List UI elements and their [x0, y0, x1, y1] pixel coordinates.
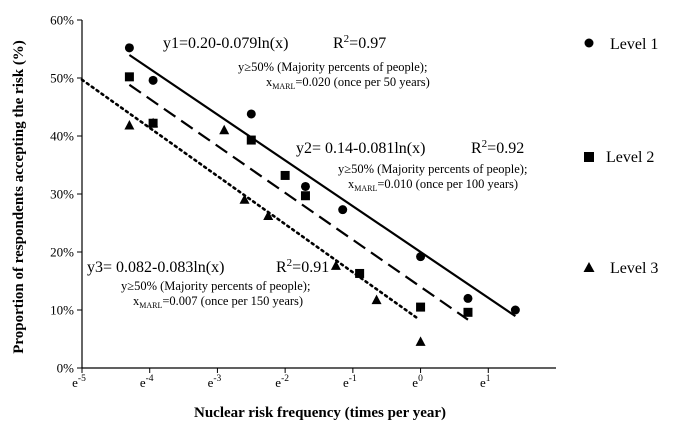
- annotation-level-3: y3= 0.082-0.083ln(x) R2=0.91 y≥50% (Majo…: [87, 257, 329, 310]
- r2-level-3: R2=0.91: [276, 257, 329, 276]
- y-tick-label: 30%: [50, 187, 74, 202]
- legend-marker-square: [584, 152, 594, 162]
- legend-label-level-1: Level 1: [610, 36, 658, 53]
- data-point-level-2: [280, 170, 290, 180]
- equation-level-2: y2= 0.14-0.081ln(x): [296, 140, 425, 157]
- x-tick-label: e-3: [208, 374, 222, 390]
- r2-level-1: R2=0.97: [333, 33, 386, 52]
- data-point-level-2: [416, 302, 426, 312]
- r2-level-2: R2=0.92: [471, 138, 524, 157]
- legend-item-level-1: Level 1: [584, 36, 658, 53]
- y-tick-label: 40%: [50, 129, 74, 144]
- x-tick-label: e0: [412, 374, 423, 390]
- note-level-1-majority: y≥50% (Majority percents of people);: [238, 60, 427, 74]
- y-axis-label: Proportion of respondents accepting the …: [11, 40, 27, 354]
- legend-item-level-2: Level 2: [584, 149, 654, 166]
- data-point-level-3: [330, 260, 341, 270]
- legend: Level 1 Level 2 Level 3: [583, 36, 658, 277]
- fit-line-level-3: [80, 78, 419, 320]
- data-point-level-3: [219, 124, 230, 135]
- data-point-level-3: [124, 120, 135, 130]
- data-point-level-2: [246, 135, 256, 145]
- y-ticks: 0% 10% 20% 30% 40% 50% 60%: [50, 13, 82, 376]
- note-level-3-marl: xMARL=0.007 (once per 150 years): [133, 294, 303, 310]
- note-level-2-majority: y≥50% (Majority percents of people);: [338, 162, 527, 176]
- y-tick-label: 10%: [50, 303, 74, 318]
- data-point-level-2: [300, 191, 310, 201]
- data-point-level-3: [371, 294, 382, 305]
- data-point-level-3: [415, 336, 426, 346]
- data-point-level-1: [463, 293, 473, 303]
- equation-level-1: y1=0.20-0.079ln(x): [163, 35, 288, 52]
- data-point-level-1: [148, 75, 158, 85]
- data-point-level-3: [148, 117, 159, 128]
- legend-label-level-2: Level 2: [606, 149, 654, 166]
- annotation-level-2: y2= 0.14-0.081ln(x) R2=0.92 y≥50% (Major…: [296, 138, 527, 193]
- note-level-2-marl: xMARL=0.010 (once per 100 years): [348, 177, 518, 193]
- fit-lines: [80, 54, 516, 321]
- note-level-3-majority: y≥50% (Majority percents of people);: [121, 279, 310, 293]
- data-point-level-2: [463, 307, 473, 317]
- x-tick-label: e-4: [140, 374, 154, 390]
- x-tick-label: e1: [480, 374, 491, 390]
- data-point-level-2: [355, 268, 365, 278]
- y-tick-label: 60%: [50, 13, 74, 28]
- annotation-level-1: y1=0.20-0.079ln(x) R2=0.97 y≥50% (Majori…: [163, 33, 430, 91]
- fit-line-level-2: [128, 83, 469, 321]
- data-point-level-1: [510, 305, 520, 315]
- note-level-1-marl: xMARL=0.020 (once per 50 years): [266, 75, 430, 91]
- data-point-level-1: [124, 43, 134, 53]
- x-tick-label: e-5: [72, 374, 86, 390]
- legend-item-level-3: Level 3: [583, 260, 658, 277]
- x-tick-label: e-1: [343, 374, 357, 390]
- x-ticks: e-5 e-4 e-3 e-2 e-1 e0 e1: [72, 368, 491, 390]
- y-tick-label: 50%: [50, 71, 74, 86]
- legend-marker-triangle: [583, 262, 595, 272]
- data-point-level-1: [300, 181, 310, 191]
- data-point-level-3: [239, 194, 250, 204]
- data-point-level-2: [124, 72, 134, 82]
- legend-marker-circle: [584, 38, 594, 48]
- data-point-level-3: [263, 210, 274, 221]
- legend-label-level-3: Level 3: [610, 260, 658, 277]
- y-tick-label: 0%: [57, 361, 75, 376]
- equation-level-3: y3= 0.082-0.083ln(x): [87, 259, 224, 276]
- data-point-level-1: [246, 109, 256, 119]
- data-points: [124, 43, 520, 346]
- data-point-level-1: [338, 205, 348, 215]
- data-point-level-1: [416, 252, 426, 262]
- x-axis-label: Nuclear risk frequency (times per year): [194, 405, 446, 421]
- x-tick-label: e-2: [275, 374, 289, 390]
- y-tick-label: 20%: [50, 245, 74, 260]
- fit-line-level-1: [128, 54, 516, 318]
